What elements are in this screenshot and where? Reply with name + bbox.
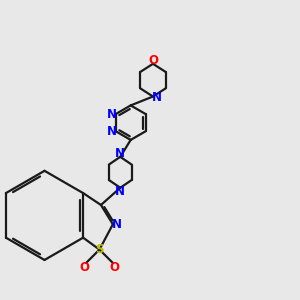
Text: N: N <box>152 92 161 104</box>
Text: O: O <box>109 261 119 274</box>
Text: N: N <box>115 185 125 198</box>
Text: N: N <box>115 147 125 160</box>
Text: O: O <box>148 54 158 67</box>
Text: N: N <box>106 107 117 121</box>
Text: S: S <box>95 243 104 256</box>
Text: N: N <box>106 125 117 138</box>
Text: O: O <box>80 261 90 274</box>
Text: N: N <box>111 218 122 231</box>
